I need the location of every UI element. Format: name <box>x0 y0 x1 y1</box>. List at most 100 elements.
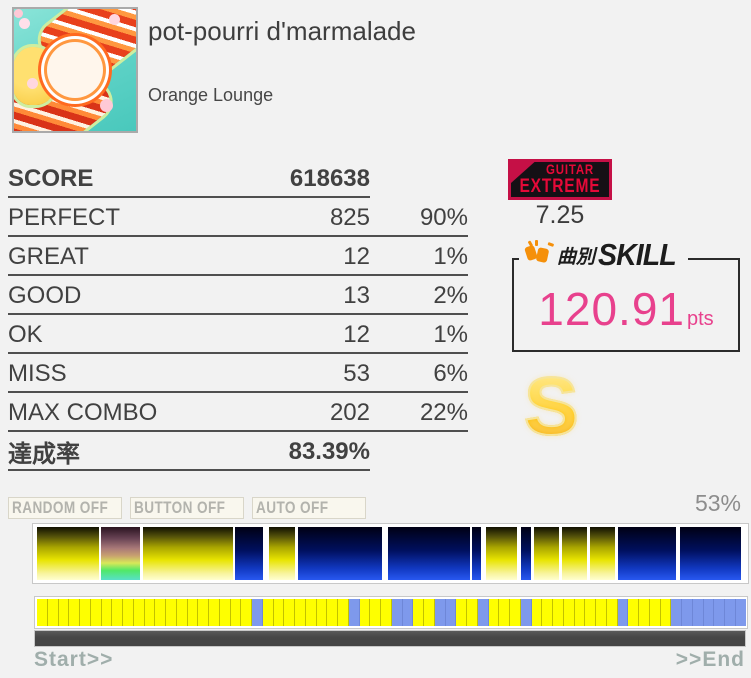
note-cell-blue <box>477 599 489 626</box>
note-cell-yellow <box>305 599 317 626</box>
note-cell-yellow <box>628 599 639 626</box>
note-cell-yellow <box>639 599 650 626</box>
blue-segment <box>618 527 676 580</box>
row-pct: 22% <box>419 398 468 426</box>
note-cell-yellow <box>58 599 70 626</box>
note-cell-yellow <box>198 599 209 626</box>
table-row: SCORE 618638 <box>8 159 468 198</box>
note-cell-yellow <box>69 599 80 626</box>
note-cell-blue <box>434 599 446 626</box>
song-title: pot-pourri d'marmalade <box>148 16 416 46</box>
row-label: MAX COMBO <box>8 398 158 426</box>
note-cell-yellow <box>370 599 381 626</box>
note-cell-blue <box>714 599 725 626</box>
note-cell-yellow <box>531 599 543 626</box>
note-cell-blue <box>692 599 704 626</box>
table-row: PERFECT 825 90% <box>8 198 468 237</box>
score-table: SCORE 618638 PERFECT 825 90% GREAT 12 1% GOOD 13 2… <box>8 159 468 471</box>
note-cell-yellow <box>123 599 134 626</box>
note-cell-yellow <box>660 599 672 626</box>
clear-progress-percent: 53% <box>694 490 741 516</box>
note-cell-yellow <box>424 599 435 626</box>
note-cell-yellow <box>467 599 478 626</box>
note-cell-blue <box>348 599 360 626</box>
note-cell-blue <box>445 599 457 626</box>
row-label: OK <box>8 320 43 348</box>
skill-points-box: 120.91 pts <box>512 258 740 352</box>
row-value: 12 <box>343 242 370 270</box>
guitar-extreme-badge: GUITAR EXTREME <box>508 159 612 200</box>
note-cell-yellow <box>37 599 48 626</box>
album-art <box>12 7 138 133</box>
note-cell-yellow <box>284 599 295 626</box>
waveform-bar <box>32 523 749 584</box>
row-pct: 90% <box>419 203 468 231</box>
note-cell-yellow <box>209 599 220 626</box>
album-art-center-circle <box>47 42 103 98</box>
yellow-segment <box>590 527 615 580</box>
skill-label-jp: 曲別 <box>557 246 596 268</box>
note-cell-yellow <box>413 599 424 626</box>
note-cell-yellow <box>262 599 274 626</box>
note-cell-yellow <box>606 599 618 626</box>
rainbow-segment <box>101 527 140 580</box>
yellow-segment <box>37 527 99 580</box>
note-cell-yellow <box>176 599 188 626</box>
table-row: GOOD 13 2% <box>8 276 468 315</box>
modifier-row: RANDOM OFF BUTTON OFF AUTO OFF <box>8 497 366 519</box>
badge-extreme-label: EXTREME <box>519 176 601 197</box>
timeline-end-label: >>End <box>675 648 745 671</box>
note-cell-blue <box>252 599 263 626</box>
table-row: 達成率 83.39% <box>8 432 468 471</box>
album-art-flowers <box>14 9 23 18</box>
table-row: MISS 53 6% <box>8 354 468 393</box>
blue-segment <box>388 527 470 580</box>
modifier-toggle-auto-off[interactable]: AUTO OFF <box>252 497 366 519</box>
badge-guitar-label: GUITAR <box>545 161 595 177</box>
timeline-start-label: Start>> <box>34 648 114 671</box>
note-cell-yellow <box>649 599 661 626</box>
note-cell-blue <box>671 599 682 626</box>
note-cell-yellow <box>273 599 285 626</box>
row-value: 202 <box>329 398 370 426</box>
row-label: 達成率 <box>8 441 80 468</box>
note-cell-yellow <box>596 599 607 626</box>
row-pct: 1% <box>433 242 468 270</box>
note-cell-yellow <box>241 599 252 626</box>
row-pct: 6% <box>433 359 468 387</box>
skill-points: 120.91 pts <box>538 282 713 336</box>
skill-points-unit: pts <box>687 308 714 330</box>
skill-title: 曲別 SKILL <box>519 237 688 272</box>
modifier-label: RANDOM OFF <box>12 498 109 517</box>
note-cell-bar-inner <box>37 599 746 626</box>
row-pct: 2% <box>433 281 468 309</box>
modifier-toggle-random-off[interactable]: RANDOM OFF <box>8 497 122 519</box>
note-cell-yellow <box>542 599 553 626</box>
empty-progress-bar <box>34 630 746 647</box>
blue-segment <box>680 527 741 580</box>
note-cell-yellow <box>359 599 371 626</box>
note-cell-blue <box>617 599 629 626</box>
blue-segment <box>298 527 382 580</box>
note-cell-yellow <box>230 599 242 626</box>
note-cell-yellow <box>101 599 113 626</box>
difficulty-level: 7.25 <box>535 201 585 229</box>
blue-segment <box>521 527 531 580</box>
blue-segment <box>472 527 481 580</box>
note-cell-yellow <box>187 599 199 626</box>
row-value: 83.39% <box>288 437 370 465</box>
modifier-toggle-button-off[interactable]: BUTTON OFF <box>130 497 244 519</box>
yellow-segment <box>269 527 295 580</box>
modifier-label: AUTO OFF <box>256 498 329 517</box>
note-cell-yellow <box>510 599 521 626</box>
note-cell-yellow <box>488 599 500 626</box>
note-cell-yellow <box>166 599 177 626</box>
note-cell-blue <box>391 599 403 626</box>
note-cell-yellow <box>144 599 156 626</box>
row-value: 53 <box>343 359 370 387</box>
note-cell-bar <box>34 596 748 629</box>
yellow-segment <box>534 527 559 580</box>
row-value: 618638 <box>289 164 370 192</box>
note-cell-blue <box>520 599 532 626</box>
skill-label-en: SKILL <box>598 237 677 272</box>
